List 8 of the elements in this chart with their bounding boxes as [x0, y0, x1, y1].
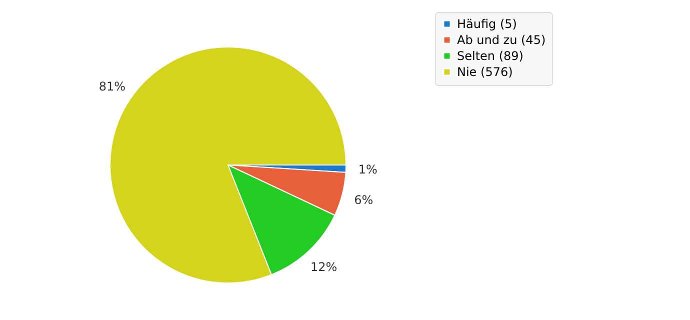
data-label: 12%	[310, 260, 338, 274]
data-label: 81%	[98, 79, 126, 94]
legend-label: Ab und zu (45)	[457, 33, 546, 47]
legend-label: Nie (576)	[457, 65, 513, 79]
legend-label: Häufig (5)	[457, 17, 517, 31]
data-label: 6%	[354, 192, 374, 207]
legend-label: Selten (89)	[457, 49, 524, 63]
data-label: 1%	[358, 162, 378, 176]
